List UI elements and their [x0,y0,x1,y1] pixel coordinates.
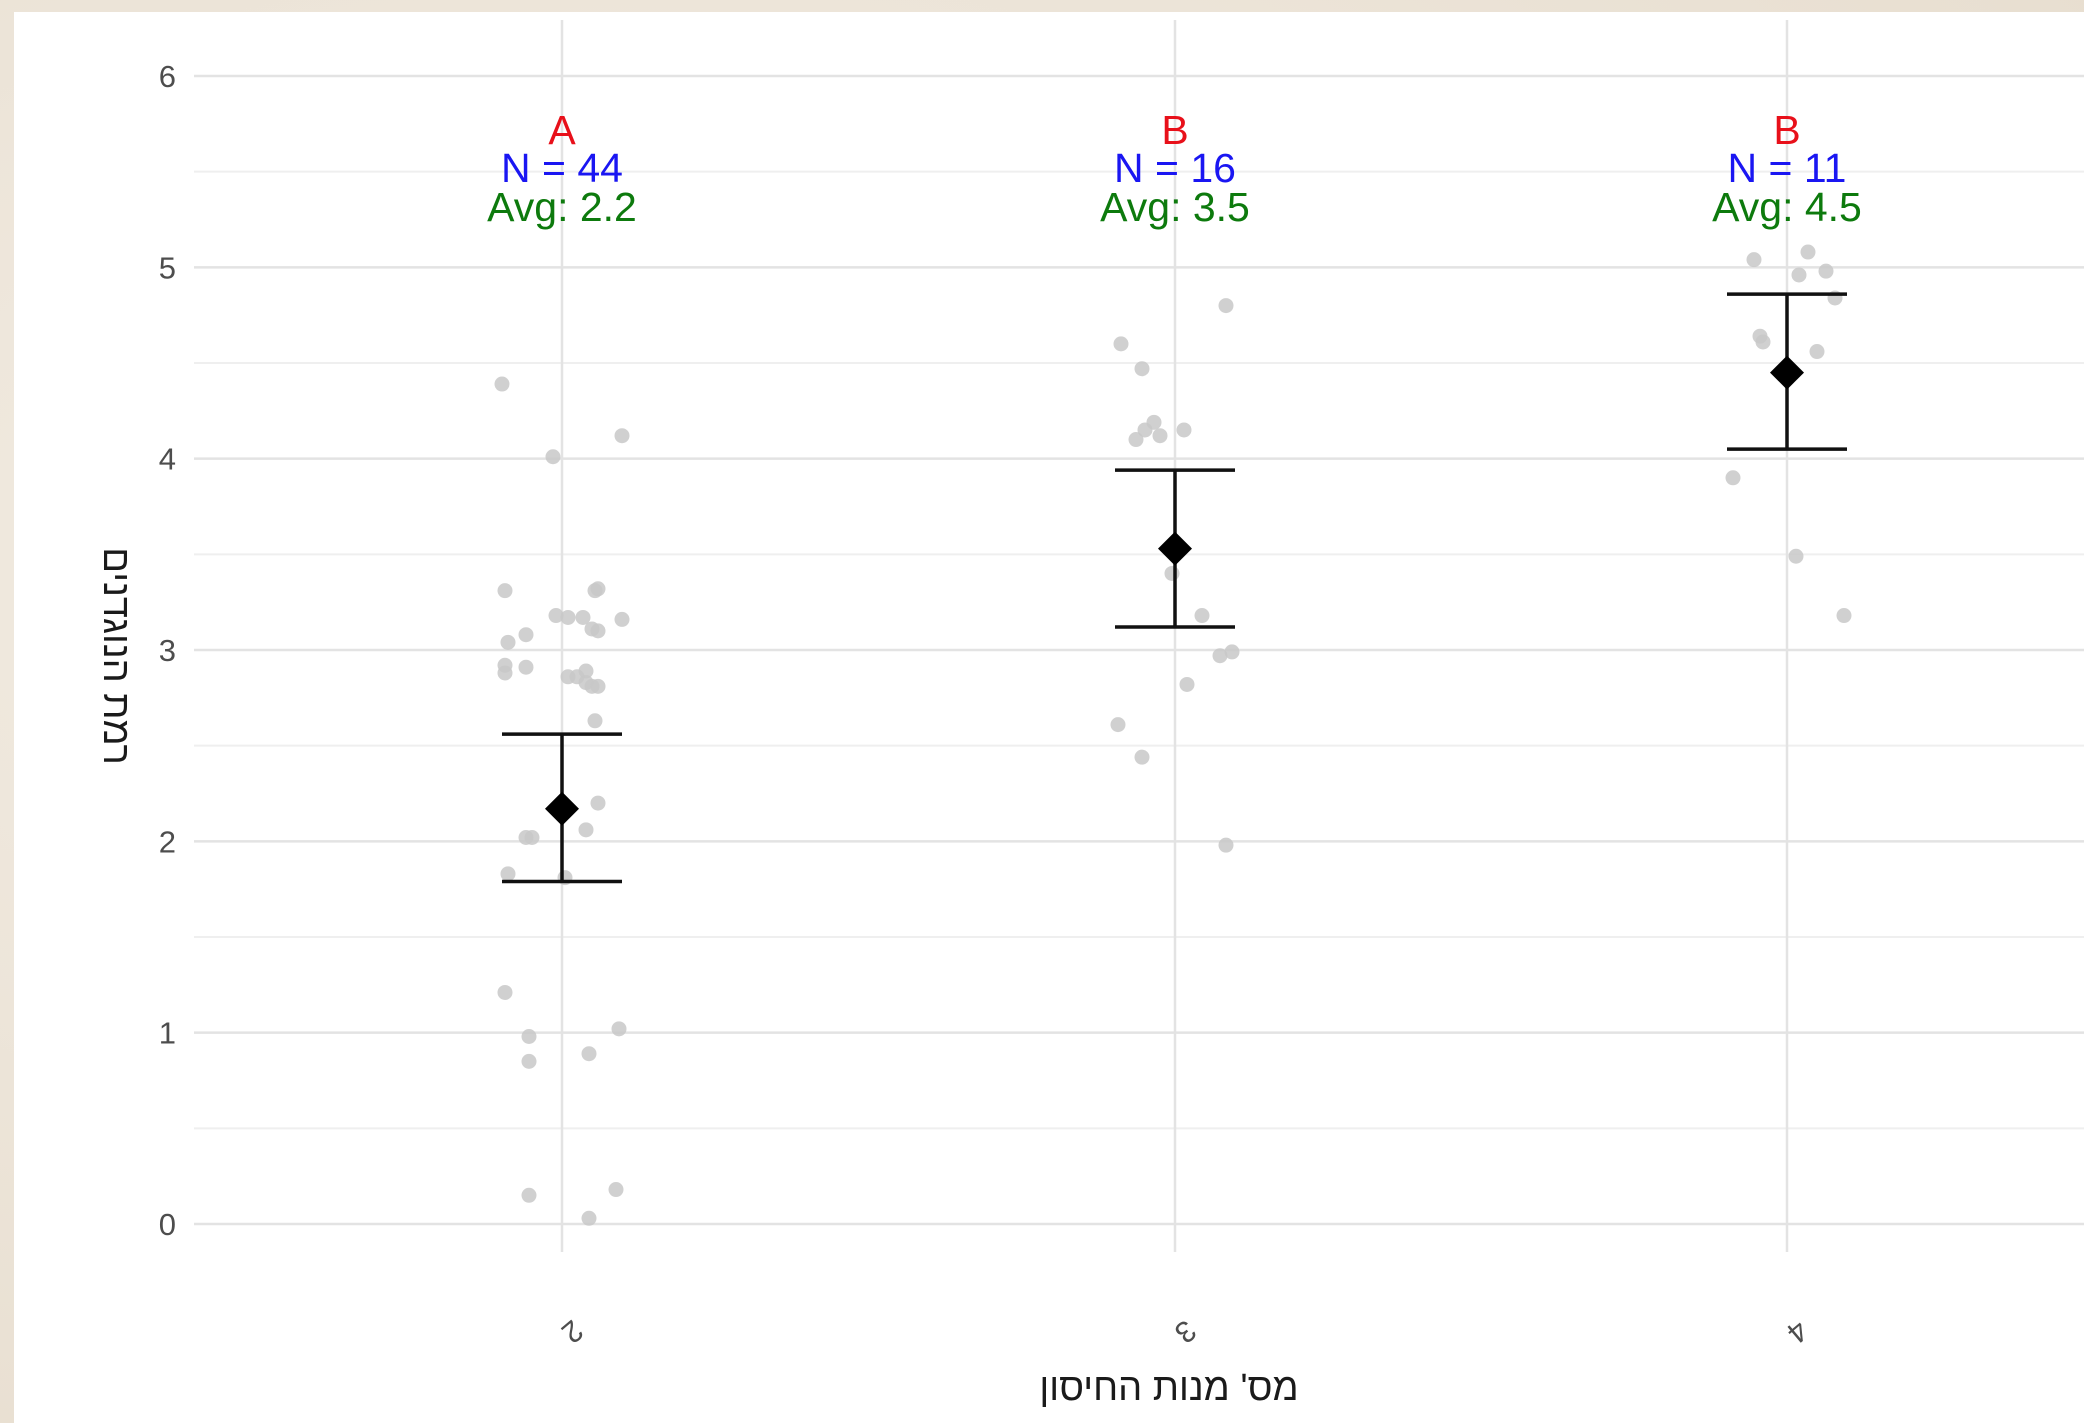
data-point [1755,334,1771,350]
data-point [590,795,606,811]
data-point [548,608,564,624]
data-point [1836,608,1852,624]
data-point [608,1182,624,1198]
y-tick-label: 6 [159,59,176,94]
data-point [1809,344,1825,360]
data-points [494,244,1852,1226]
data-point [497,984,513,1000]
data-point [518,830,534,846]
group-avg-label: Avg: 4.5 [1712,184,1862,230]
group-n-label: N = 44 [501,145,623,191]
data-point [1725,470,1741,486]
data-point [1818,263,1834,279]
data-point [500,866,516,882]
y-tick-label: 3 [159,633,176,668]
y-axis-title: רמת הנוגדנים [95,547,137,765]
data-point [578,822,594,838]
y-tick-label: 2 [159,824,176,859]
data-point [521,1187,537,1203]
group-letter: A [548,107,576,153]
data-point [1152,428,1168,444]
mean-marker [1158,531,1192,566]
data-point [1176,422,1192,438]
error-bars [502,292,1847,884]
data-point [497,665,513,681]
data-point [611,1021,627,1037]
data-point [614,611,630,627]
data-point [587,583,603,599]
group-n-label: N = 11 [1728,145,1847,191]
data-point [1128,432,1144,448]
group-avg-label: Avg: 2.2 [487,184,637,230]
y-tick-label: 4 [159,442,176,477]
data-point [590,678,606,694]
data-point [575,609,591,625]
data-point [500,634,516,650]
data-point [1194,608,1210,624]
data-point [1164,565,1180,581]
data-point [1218,837,1234,853]
y-tick-label: 5 [159,250,176,285]
x-tick-label: 3 [1168,1313,1202,1349]
grid-lines [194,20,2084,1252]
mean-marker [545,791,579,826]
group-letter: B [1161,107,1188,153]
data-point [518,659,534,675]
data-point [518,627,534,643]
data-point [494,376,510,392]
y-axis: 0 1 2 3 4 5 6 [159,59,176,1242]
data-point [581,1210,597,1226]
data-point [1134,361,1150,377]
y-tick-label: 1 [159,1016,176,1051]
mean-marker [1770,355,1804,390]
data-point [1146,414,1162,430]
x-tick-label: 2 [555,1313,589,1349]
data-point [521,1053,537,1069]
data-point [497,583,513,599]
x-axis-title: מס' מנות החיסון [1039,1367,1298,1409]
group-letter: B [1773,107,1800,153]
y-tick-label: 0 [159,1207,176,1242]
data-point [521,1028,537,1044]
data-point [590,623,606,639]
data-point [1788,548,1804,564]
data-point [545,449,561,465]
data-point [560,609,576,625]
data-point [1134,749,1150,765]
x-tick-label: 4 [1780,1313,1814,1349]
data-point [1179,676,1195,692]
data-point [578,663,594,679]
group-avg-label: Avg: 3.5 [1100,184,1250,230]
data-point [1800,244,1816,260]
data-point [1746,252,1762,268]
x-axis: 2 3 4 [555,1313,1814,1349]
group-n-label: N = 16 [1114,145,1236,191]
data-point [614,428,630,444]
data-point [587,713,603,729]
data-point [581,1046,597,1062]
data-point [1113,336,1129,352]
data-point [1212,648,1228,664]
data-point [1110,717,1126,733]
data-point [1791,267,1807,283]
data-point [1218,298,1234,314]
data-point [1224,644,1240,660]
